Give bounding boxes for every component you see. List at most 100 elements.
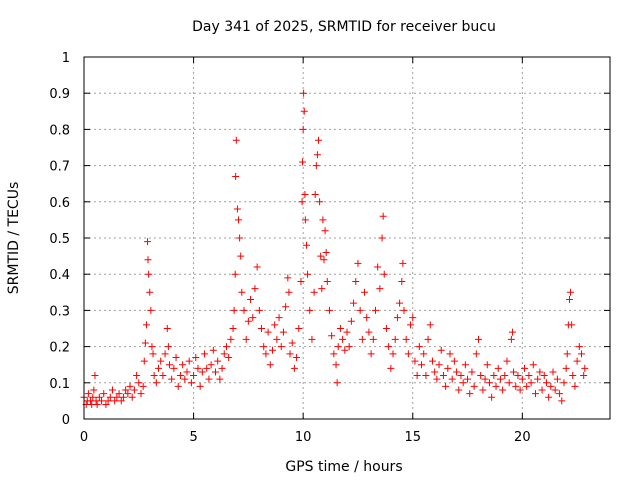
data-point xyxy=(205,375,213,383)
data-point xyxy=(323,277,331,285)
data-point xyxy=(312,162,320,170)
data-point xyxy=(164,343,172,351)
data-point xyxy=(122,386,130,394)
data-point xyxy=(328,332,336,340)
data-point xyxy=(150,372,158,380)
data-point xyxy=(235,216,243,224)
data-point xyxy=(369,335,377,343)
data-point xyxy=(437,346,445,354)
data-point xyxy=(137,390,145,398)
data-point xyxy=(106,393,114,401)
data-point xyxy=(551,386,559,394)
data-point xyxy=(279,328,287,336)
data-point xyxy=(141,339,149,347)
data-point xyxy=(301,191,309,199)
data-point xyxy=(347,317,355,325)
y-tick-label: 0.3 xyxy=(49,304,70,319)
data-point xyxy=(563,350,571,358)
data-point xyxy=(266,361,274,369)
data-point xyxy=(569,372,577,380)
data-point xyxy=(402,335,410,343)
x-tick-labels: 0 5 10 15 20 xyxy=(80,430,531,445)
data-point xyxy=(284,274,292,282)
data-point xyxy=(435,361,443,369)
data-point xyxy=(420,350,428,358)
data-point xyxy=(275,314,283,322)
data-point xyxy=(285,288,293,296)
data-point xyxy=(322,248,330,256)
data-point xyxy=(325,306,333,314)
data-point xyxy=(242,335,250,343)
data-point xyxy=(352,277,360,285)
data-point xyxy=(461,361,469,369)
data-point xyxy=(317,252,325,260)
data-point xyxy=(475,335,482,343)
data-point xyxy=(260,343,268,351)
data-point xyxy=(290,364,298,372)
data-point xyxy=(556,390,564,398)
data-point xyxy=(361,288,369,296)
data-point xyxy=(398,277,406,285)
data-point xyxy=(490,372,498,380)
data-point xyxy=(183,368,191,376)
grid xyxy=(84,57,610,419)
data-point xyxy=(84,390,92,398)
data-point xyxy=(494,364,502,372)
data-point xyxy=(229,325,237,332)
data-point xyxy=(565,296,573,304)
axis-ticks xyxy=(83,56,610,420)
data-point xyxy=(343,328,351,336)
data-point xyxy=(258,325,266,332)
data-point xyxy=(104,397,112,405)
y-axis-label: SRMTID / TECUs xyxy=(6,182,22,295)
data-point xyxy=(196,382,204,390)
data-point xyxy=(571,382,579,390)
data-point xyxy=(89,393,97,401)
data-point xyxy=(350,299,358,307)
data-point xyxy=(145,270,153,278)
data-point xyxy=(268,346,276,354)
data-point xyxy=(400,306,408,314)
data-point xyxy=(133,372,141,380)
data-point xyxy=(336,325,344,332)
data-point xyxy=(170,364,178,372)
data-point xyxy=(302,241,310,249)
data-point xyxy=(117,397,125,405)
data-point xyxy=(218,364,226,372)
data-point xyxy=(288,339,296,347)
data-point xyxy=(163,325,171,332)
data-point xyxy=(201,350,209,358)
data-point xyxy=(313,151,321,159)
data-point xyxy=(299,125,307,133)
data-point xyxy=(300,107,308,115)
data-point xyxy=(365,328,373,336)
data-point xyxy=(514,372,522,380)
data-point xyxy=(277,343,285,351)
data-point xyxy=(91,372,99,380)
data-point xyxy=(581,364,589,372)
data-point xyxy=(568,321,576,329)
data-point xyxy=(168,375,176,383)
data-point xyxy=(187,379,195,387)
y-tick-label: 0.6 xyxy=(49,196,70,211)
data-point xyxy=(580,372,588,380)
data-point xyxy=(295,325,303,332)
data-point xyxy=(505,379,513,387)
data-point xyxy=(376,285,384,293)
data-point xyxy=(358,335,366,343)
data-point xyxy=(418,361,426,369)
data-points xyxy=(80,89,589,409)
data-point xyxy=(334,343,342,351)
data-point xyxy=(485,379,493,387)
data-point xyxy=(264,328,272,336)
data-point xyxy=(190,372,198,380)
data-point xyxy=(237,252,245,260)
data-point xyxy=(253,263,261,271)
data-point xyxy=(470,382,478,390)
data-point xyxy=(562,364,570,372)
data-point xyxy=(387,364,395,372)
data-point xyxy=(240,306,248,314)
data-point xyxy=(525,372,533,380)
data-point xyxy=(367,350,375,358)
